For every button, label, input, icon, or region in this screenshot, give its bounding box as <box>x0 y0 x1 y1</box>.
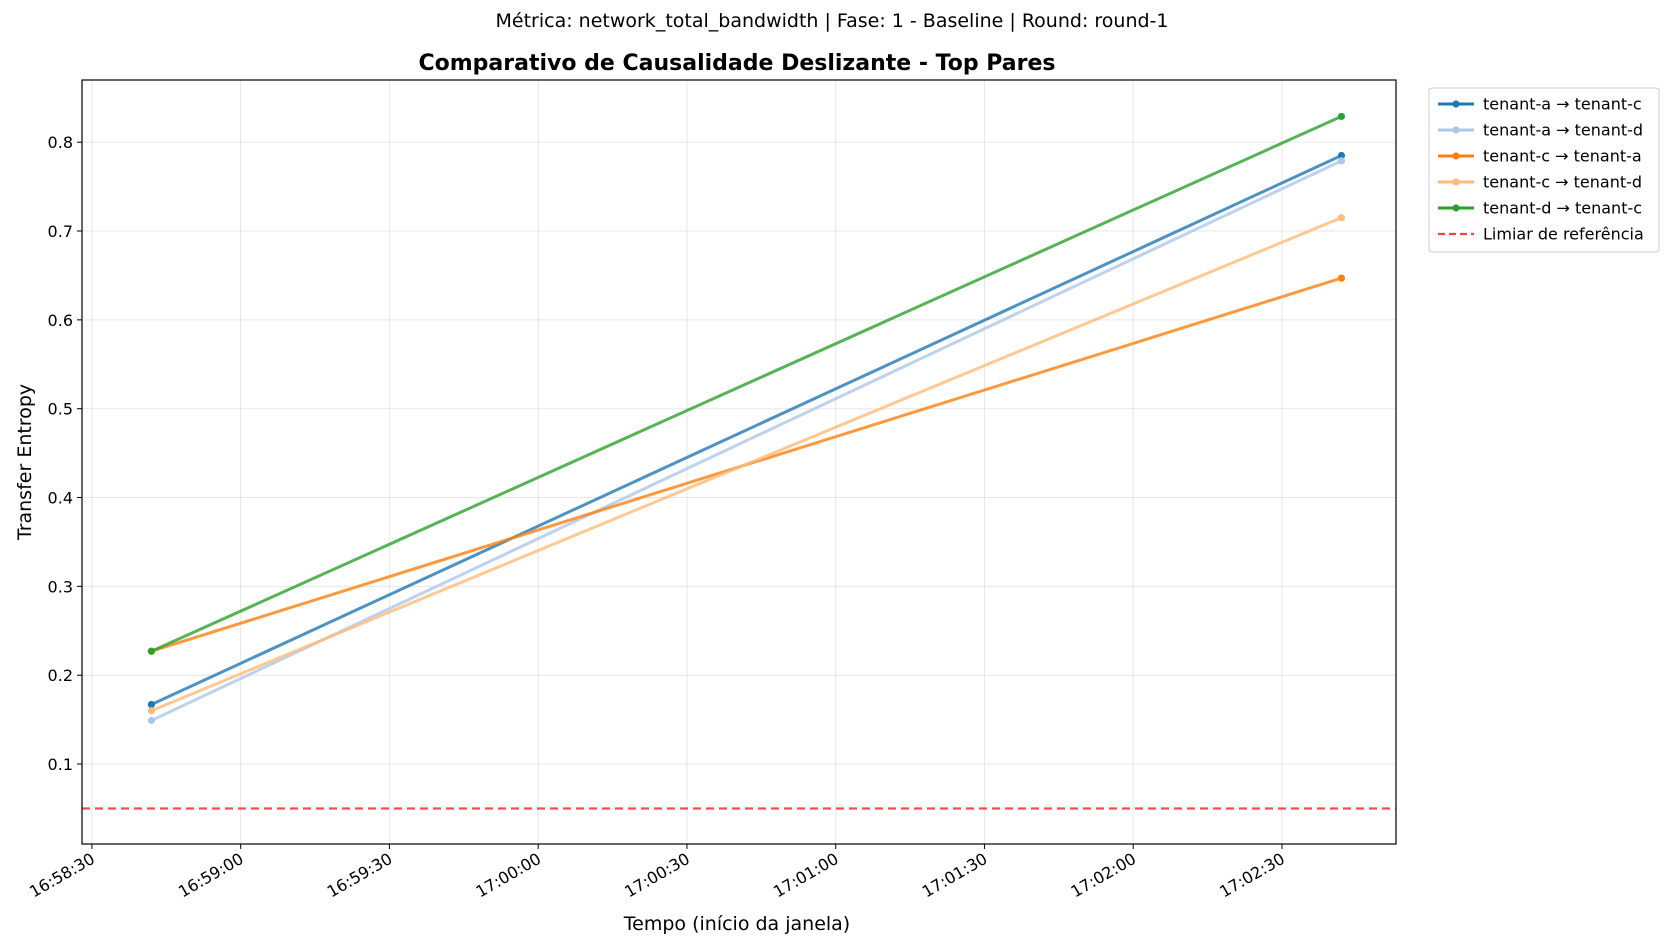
chart-title: Comparativo de Causalidade Deslizante - … <box>419 51 1056 76</box>
data-point <box>1337 214 1346 222</box>
y-tick-label: 0.8 <box>48 133 73 152</box>
data-point <box>1337 151 1346 160</box>
legend-label: tenant-c → tenant-a <box>1483 147 1642 166</box>
data-point <box>1337 274 1346 282</box>
legend-label: tenant-c → tenant-d <box>1483 173 1642 192</box>
x-tick-label: 17:02:00 <box>1067 849 1139 901</box>
y-axis-label: Transfer Entropy <box>14 384 36 541</box>
y-tick-label: 0.2 <box>48 666 73 685</box>
legend-label: Limiar de referência <box>1483 225 1644 244</box>
x-tick-label: 17:01:30 <box>919 849 991 901</box>
legend-label: tenant-a → tenant-c <box>1483 95 1642 114</box>
series-5 <box>147 112 1346 655</box>
data-point <box>1337 157 1346 165</box>
x-tick-label: 17:01:00 <box>770 849 842 901</box>
series-layer <box>147 112 1346 725</box>
legend-item: tenant-a → tenant-d <box>1438 121 1643 140</box>
series-line <box>149 114 1343 653</box>
data-point <box>147 700 156 709</box>
figure-suptitle: Métrica: network_total_bandwidth | Fase:… <box>496 10 1169 32</box>
data-point <box>1337 112 1346 121</box>
plot-frame <box>81 79 1397 845</box>
legend-label: tenant-d → tenant-c <box>1483 199 1642 218</box>
legend: tenant-a → tenant-c tenant-a → tenant-d te… <box>1428 87 1660 253</box>
y-axis-ticks: 0.1 0.2 0.3 0.4 0.5 0.6 0.7 0.8 <box>48 133 82 774</box>
x-axis-label: Tempo (início da janela) <box>623 913 850 935</box>
series-line <box>149 154 1343 707</box>
data-point <box>147 647 156 655</box>
data-point <box>147 707 156 715</box>
legend-item: Limiar de referência <box>1438 225 1644 244</box>
series-1 <box>147 151 1346 709</box>
series-4 <box>147 214 1346 715</box>
x-tick-label: 16:58:30 <box>26 849 98 901</box>
legend-frame <box>1428 87 1660 253</box>
legend-marker <box>1452 152 1460 160</box>
grid-lines <box>82 80 1396 844</box>
y-tick-label: 0.4 <box>48 489 73 508</box>
x-tick-label: 17:00:00 <box>472 849 544 901</box>
x-tick-label: 17:02:30 <box>1216 849 1288 901</box>
legend-item: tenant-d → tenant-c <box>1438 199 1642 218</box>
x-tick-label: 16:59:00 <box>175 849 247 901</box>
x-axis-ticks: 16:58:30 16:59:00 16:59:30 17:00:00 17:00:30… <box>26 844 1288 901</box>
legend-item: tenant-c → tenant-d <box>1438 173 1642 192</box>
y-tick-label: 0.7 <box>48 222 73 241</box>
legend-marker <box>1452 204 1460 212</box>
y-tick-label: 0.6 <box>48 311 73 330</box>
y-tick-label: 0.3 <box>48 577 73 596</box>
series-line <box>149 216 1343 713</box>
x-tick-label: 17:00:30 <box>621 849 693 901</box>
x-tick-label: 16:59:30 <box>324 849 396 901</box>
legend-marker <box>1452 178 1460 186</box>
y-tick-label: 0.5 <box>48 400 73 419</box>
data-point <box>147 716 156 725</box>
legend-item: tenant-c → tenant-a <box>1438 147 1642 166</box>
y-tick-label: 0.1 <box>48 755 73 774</box>
legend-marker <box>1452 100 1460 108</box>
legend-item: tenant-a → tenant-c <box>1438 95 1642 114</box>
legend-label: tenant-a → tenant-d <box>1483 121 1643 140</box>
legend-marker <box>1452 126 1460 134</box>
